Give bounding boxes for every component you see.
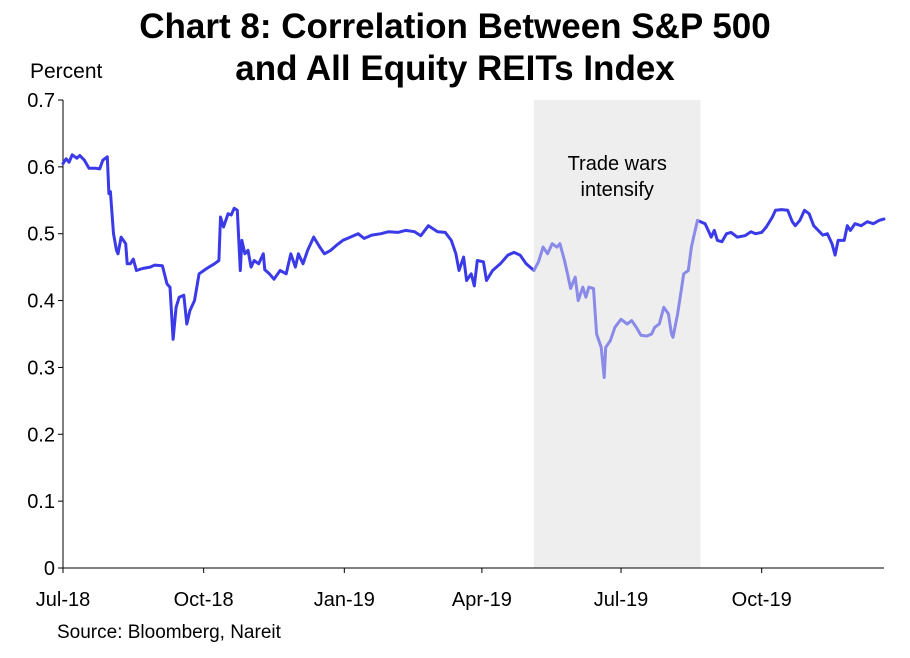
y-tick-label: 0.1 [27,491,55,513]
x-tick-label: Jul-19 [594,589,648,611]
annotation-line-2: intensify [581,179,654,201]
y-tick-label: 0.3 [27,357,55,379]
source-note: Source: Bloomberg, Nareit [57,622,281,643]
x-tick-label: Jan-19 [314,589,375,611]
series-line-segment-3 [699,208,886,257]
series-lines [61,153,886,379]
y-tick-label: 0.7 [27,90,55,112]
y-axis-label: Percent [30,60,103,83]
x-tick-label: Apr-19 [452,589,512,611]
series-line-segment-2 [532,218,702,379]
x-tick-label: Oct-19 [732,589,792,611]
y-tick-label: 0.6 [27,157,55,179]
chart-title-line1: Chart 8: Correlation Between S&P 500 [139,7,771,46]
annotation: Trade wars intensify [568,153,667,201]
x-tick-label: Jul-18 [36,589,90,611]
chart-title-line2: and All Equity REITs Index [235,49,675,88]
annotation-line-1: Trade wars [568,153,667,175]
x-tick-label: Oct-18 [174,589,234,611]
x-axis-ticks: Jul-18 Oct-18 Jan-19 Apr-19 Jul-19 Oct-19 [36,568,792,611]
y-tick-label: 0.2 [27,424,55,446]
y-tick-label: 0.4 [27,291,55,313]
chart-title: Chart 8: Correlation Between S&P 500 and… [0,6,910,90]
series-line-segment-1 [61,153,536,341]
y-tick-label: 0 [44,558,55,580]
y-tick-label: 0.5 [27,224,55,246]
y-axis-ticks: 0 0.1 0.2 0.3 0.4 0.5 0.6 0.7 [27,90,63,580]
